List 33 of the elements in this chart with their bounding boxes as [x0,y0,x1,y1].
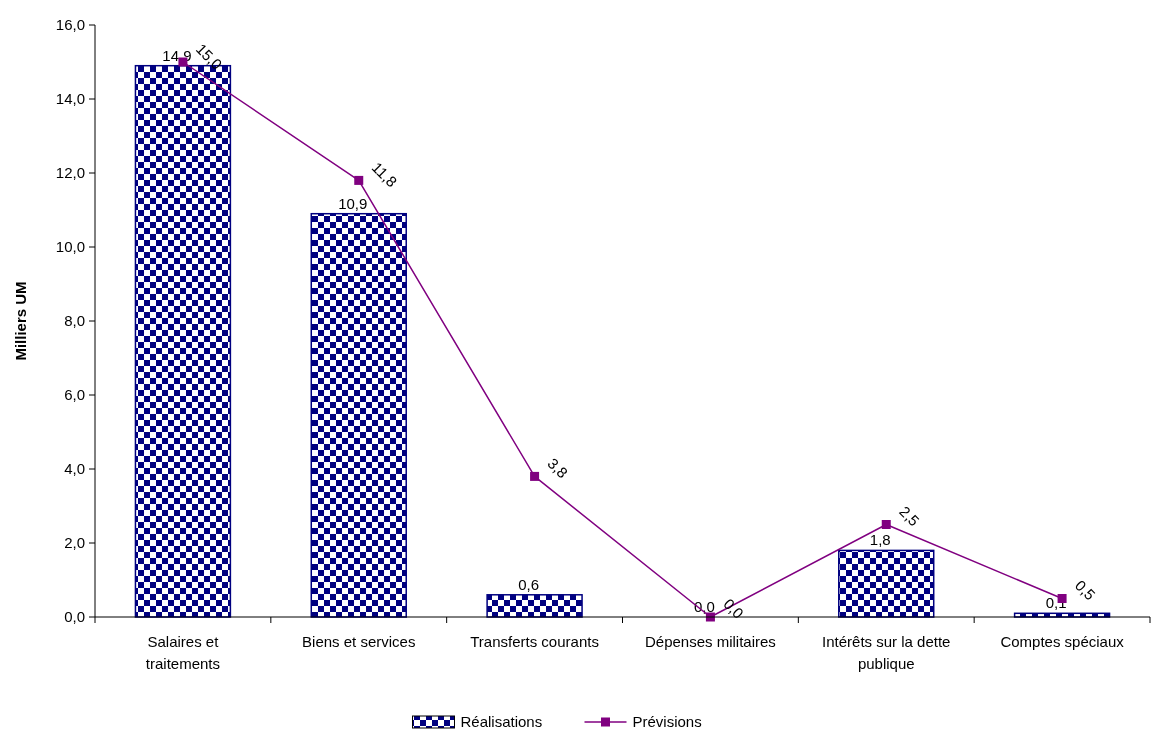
x-tick-label: Intérêts sur la dette publique [822,633,951,672]
y-tick-label: 4,0 [64,460,85,478]
x-tick-label: Biens et services [302,633,416,650]
y-tick-label: 8,0 [64,312,85,330]
data-label: 3,8 [544,454,572,482]
y-tick-label: 12,0 [55,164,85,182]
y-tick-label: 2,0 [64,534,85,552]
point [881,520,891,529]
x-tick-label: Dépenses militaires [644,633,776,650]
point [530,471,540,481]
y-tick-label: 16,0 [55,16,85,34]
y-tick-label: 14,0 [55,90,85,108]
data-label: 0,5 [1071,576,1099,604]
data-label: 0,6 [518,575,540,593]
data-label: 1,8 [869,531,891,549]
bar [486,594,583,618]
x-tick-label: Transferts courants [470,633,599,650]
y-tick-label: 6,0 [64,386,85,404]
bar [838,549,935,618]
data-label: 2,5 [896,502,923,530]
data-label: 0,0 [720,595,748,622]
legend-label: Prévisions [632,713,702,731]
x-tick-label: Salaires et traitements [145,633,221,672]
y-tick-label: 0,0 [64,608,85,626]
data-label: 15,0 [192,40,226,73]
data-label: 11,8 [368,158,401,191]
bar [310,212,407,618]
y-axis-title: Milliers UM [12,281,29,361]
data-label: 10,9 [338,194,368,212]
legend-label: Réalisations [460,713,543,731]
x-tick-label: Comptes spéciaux [1000,633,1125,650]
y-tick-label: 10,0 [55,238,85,256]
point [354,175,364,185]
